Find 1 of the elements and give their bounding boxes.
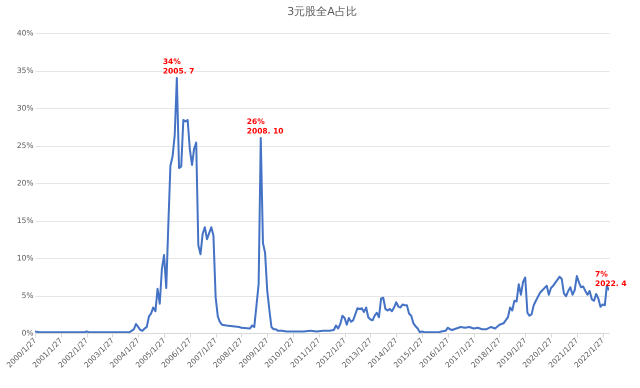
chart-title: 3元股全A占比: [287, 5, 357, 18]
